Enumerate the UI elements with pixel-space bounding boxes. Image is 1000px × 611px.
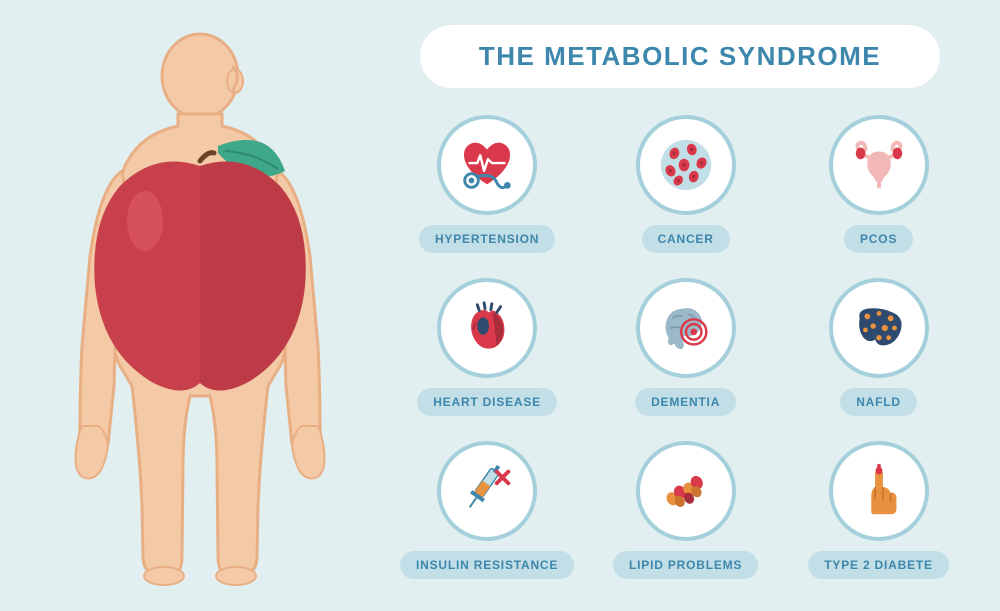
- condition-nafld: NAFLD: [797, 276, 960, 417]
- title-pill: THE METABOLIC SYNDROME: [420, 25, 940, 88]
- uterus-icon: [848, 134, 910, 196]
- label-pill: HEART DISEASE: [417, 388, 557, 416]
- condition-label: HYPERTENSION: [435, 232, 539, 246]
- finger-prick-icon: [848, 460, 910, 522]
- fat-cells-icon: [655, 460, 717, 522]
- label-pill: HYPERTENSION: [419, 225, 555, 253]
- condition-label: LIPID PROBLEMS: [629, 558, 742, 572]
- condition-label: INSULIN RESISTANCE: [416, 558, 558, 572]
- label-pill: CANCER: [642, 225, 730, 253]
- conditions-grid: HYPERTENSION: [390, 108, 970, 591]
- condition-hypertension: HYPERTENSION: [400, 113, 574, 254]
- icon-circle: [437, 115, 537, 215]
- condition-cancer: CANCER: [604, 113, 767, 254]
- condition-label: TYPE 2 DIABETE: [824, 558, 933, 572]
- condition-type-2-diabete: TYPE 2 DIABETE: [797, 440, 960, 581]
- condition-label: PCOS: [860, 232, 897, 246]
- condition-pcos: PCOS: [797, 113, 960, 254]
- content-panel: THE METABOLIC SYNDROME HYPERTENSION: [370, 20, 970, 591]
- icon-circle: [636, 115, 736, 215]
- icon-circle: [636, 441, 736, 541]
- cells-icon: [655, 134, 717, 196]
- condition-lipid-problems: LIPID PROBLEMS: [604, 440, 767, 581]
- icon-circle: [437, 441, 537, 541]
- body-panel: [30, 20, 370, 591]
- icon-circle: [437, 278, 537, 378]
- brain-target-icon: [655, 297, 717, 359]
- icon-circle: [636, 278, 736, 378]
- icon-circle: [829, 115, 929, 215]
- icon-circle: [829, 278, 929, 378]
- infographic-container: THE METABOLIC SYNDROME HYPERTENSION: [0, 0, 1000, 611]
- icon-circle: [829, 441, 929, 541]
- syringe-cross-icon: [456, 460, 518, 522]
- label-pill: LIPID PROBLEMS: [613, 551, 758, 579]
- condition-label: NAFLD: [856, 395, 901, 409]
- condition-dementia: DEMENTIA: [604, 276, 767, 417]
- label-pill: NAFLD: [840, 388, 917, 416]
- label-pill: PCOS: [844, 225, 913, 253]
- page-title: THE METABOLIC SYNDROME: [470, 41, 890, 72]
- label-pill: INSULIN RESISTANCE: [400, 551, 574, 579]
- liver-icon: [848, 297, 910, 359]
- condition-label: DEMENTIA: [651, 395, 720, 409]
- label-pill: TYPE 2 DIABETE: [808, 551, 949, 579]
- heart-stethoscope-icon: [456, 134, 518, 196]
- condition-label: CANCER: [658, 232, 714, 246]
- condition-label: HEART DISEASE: [433, 395, 541, 409]
- body-apple-figure: [60, 26, 340, 586]
- anatomical-heart-icon: [456, 297, 518, 359]
- label-pill: DEMENTIA: [635, 388, 736, 416]
- condition-insulin-resistance: INSULIN RESISTANCE: [400, 440, 574, 581]
- condition-heart-disease: HEART DISEASE: [400, 276, 574, 417]
